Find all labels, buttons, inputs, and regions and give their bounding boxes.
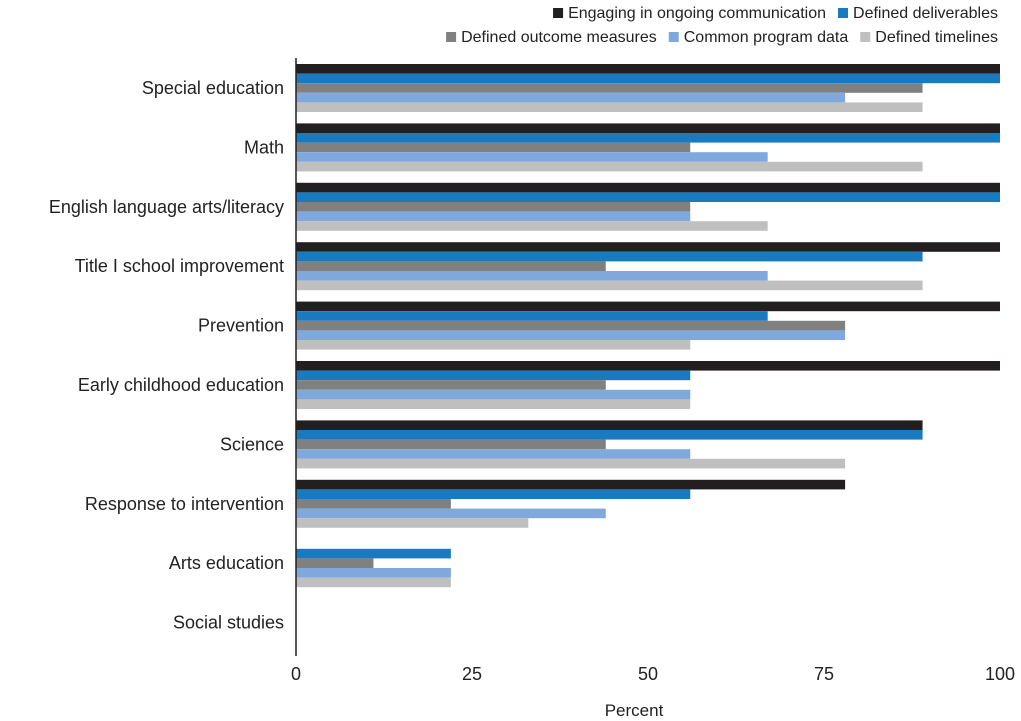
category-label: English language arts/literacy (49, 197, 284, 217)
bar-math-series-3 (296, 142, 691, 153)
bar-prevention-series-2 (296, 311, 768, 321)
x-tick-label: 0 (291, 664, 301, 684)
category-label: Math (244, 137, 284, 157)
x-tick-label: 25 (462, 664, 482, 684)
x-tick-label: 100 (985, 664, 1015, 684)
bar-early-childhood-education-series-5 (296, 399, 691, 409)
legend: Engaging in ongoing communication Defined… (446, 5, 998, 46)
x-tick-label: 50 (638, 664, 658, 684)
bar-title-i-school-improvement-series-3 (296, 261, 606, 271)
bar-response-to-intervention-series-1 (296, 479, 846, 490)
bar-response-to-intervention-series-2 (296, 489, 691, 499)
category-label: Prevention (198, 316, 284, 336)
x-tick-label: 75 (814, 664, 834, 684)
bar-title-i-school-improvement-series-5 (296, 280, 923, 291)
bar-science-series-2 (296, 430, 923, 440)
bar-prevention-series-5 (296, 340, 691, 350)
legend-swatch (838, 8, 849, 18)
legend-swatch (446, 32, 457, 42)
bar-prevention-series-3 (296, 320, 846, 331)
bar-arts-education-series-3 (296, 558, 374, 568)
legend-label: Defined outcome measures (461, 29, 657, 46)
bar-math-series-1 (296, 123, 1000, 133)
bar-special-education-series-1 (296, 64, 1000, 74)
category-labels: Special education Math English language ar… (49, 78, 284, 633)
category-label: Title I school improvement (75, 256, 284, 276)
bar-science-series-3 (296, 439, 606, 450)
legend-swatch (668, 32, 679, 42)
bar-prevention-series-4 (296, 330, 846, 340)
legend-swatch (553, 8, 564, 18)
category-label: Early childhood education (78, 375, 284, 395)
bar-response-to-intervention-series-3 (296, 499, 451, 509)
legend-label: Defined timelines (875, 29, 998, 46)
bar-early-childhood-education-series-1 (296, 361, 1000, 371)
legend-label: Engaging in ongoing communication (568, 5, 826, 22)
bar-english-language-arts-literacy-series-3 (296, 202, 691, 212)
bar-arts-education-series-4 (296, 568, 451, 578)
bar-title-i-school-improvement-series-2 (296, 251, 923, 262)
bar-arts-education-series-2 (296, 548, 451, 559)
bars-group (296, 64, 1000, 588)
bar-title-i-school-improvement-series-1 (296, 242, 1000, 252)
bar-response-to-intervention-series-4 (296, 508, 606, 519)
bar-science-series-1 (296, 420, 923, 430)
x-axis-title: Percent (605, 701, 664, 720)
bar-science-series-4 (296, 449, 691, 459)
bar-special-education-series-4 (296, 92, 846, 103)
bar-english-language-arts-literacy-series-5 (296, 221, 768, 231)
bar-prevention-series-1 (296, 301, 1000, 312)
bar-science-series-5 (296, 458, 846, 469)
bar-special-education-series-3 (296, 83, 923, 93)
bar-arts-education-series-5 (296, 577, 451, 588)
legend-swatch (860, 32, 871, 42)
bar-early-childhood-education-series-2 (296, 370, 691, 381)
bar-math-series-5 (296, 161, 923, 172)
bar-math-series-2 (296, 133, 1000, 143)
bar-early-childhood-education-series-4 (296, 389, 691, 400)
category-label: Special education (142, 78, 284, 98)
legend-label: Defined deliverables (853, 5, 998, 22)
bar-special-education-series-2 (296, 73, 1000, 84)
legend-label: Common program data (684, 29, 849, 46)
bar-english-language-arts-literacy-series-1 (296, 182, 1000, 193)
axes-group: 0 25 50 75 100 (291, 58, 1015, 684)
bar-math-series-4 (296, 152, 768, 162)
category-label: Social studies (173, 613, 284, 633)
category-label: Response to intervention (85, 494, 284, 514)
bar-response-to-intervention-series-5 (296, 518, 529, 528)
bar-title-i-school-improvement-series-4 (296, 271, 768, 281)
bar-early-childhood-education-series-3 (296, 380, 606, 390)
bar-english-language-arts-literacy-series-4 (296, 211, 691, 222)
category-label: Science (220, 434, 284, 454)
bar-special-education-series-5 (296, 102, 923, 112)
bar-english-language-arts-literacy-series-2 (296, 192, 1000, 202)
category-label: Arts education (169, 553, 284, 573)
